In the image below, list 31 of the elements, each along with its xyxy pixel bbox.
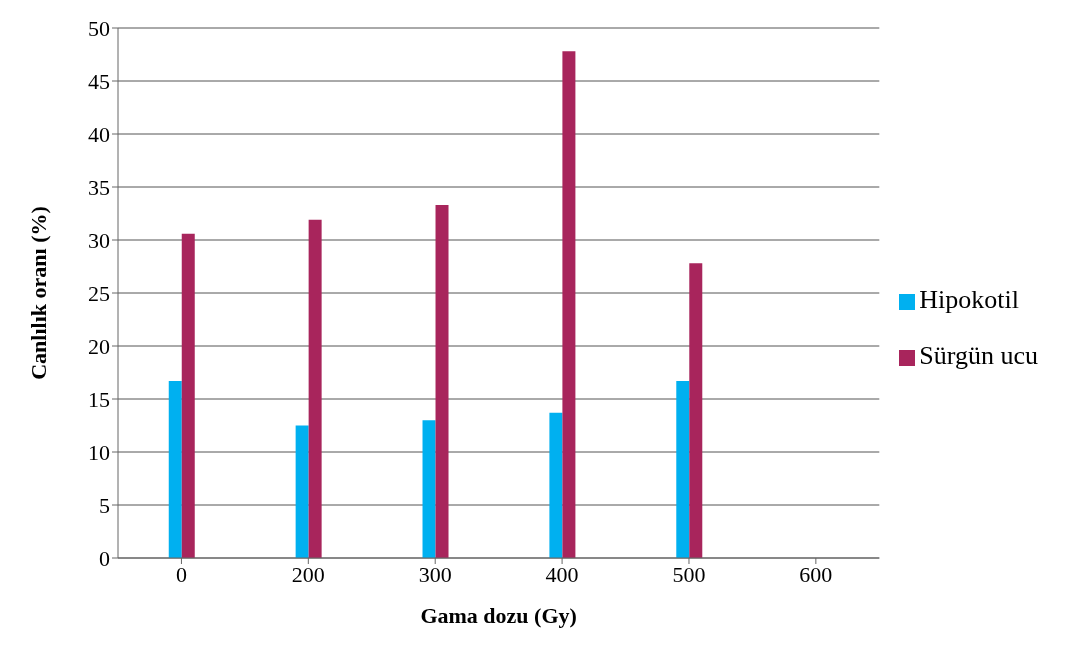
bar [562,51,576,558]
x-tick-label: 400 [545,561,579,587]
y-tick-label: 0 [99,545,110,571]
legend-label: Sürgün ucu [919,341,1038,370]
x-tick-label: 500 [672,561,706,587]
bar [676,380,690,558]
bar [308,219,322,558]
bar [181,233,195,558]
x-tick-label: 300 [418,561,452,587]
y-tick-label: 15 [88,386,110,412]
y-tick-label: 10 [88,439,110,465]
y-tick-label: 25 [88,280,110,306]
bar [549,412,563,558]
y-tick-label: 30 [88,227,110,253]
legend-label: Hipokotil [919,285,1019,314]
y-tick-label: 45 [88,68,110,94]
bar [295,425,309,558]
y-tick-label: 40 [88,121,110,147]
bar [168,380,182,558]
x-tick-label: 0 [175,561,187,587]
y-axis-title: Canlılık oranı (%) [25,206,51,380]
y-tick-label: 35 [88,174,110,200]
bar [689,263,703,558]
x-axis-title: Gama dozu (Gy) [420,603,577,628]
y-tick-label: 20 [88,333,110,359]
x-tick-label: 200 [291,561,325,587]
x-tick-label: 600 [799,561,833,587]
bar [435,205,449,558]
y-tick-label: 50 [88,15,110,41]
bar [422,420,436,558]
y-tick-label: 5 [99,492,110,518]
